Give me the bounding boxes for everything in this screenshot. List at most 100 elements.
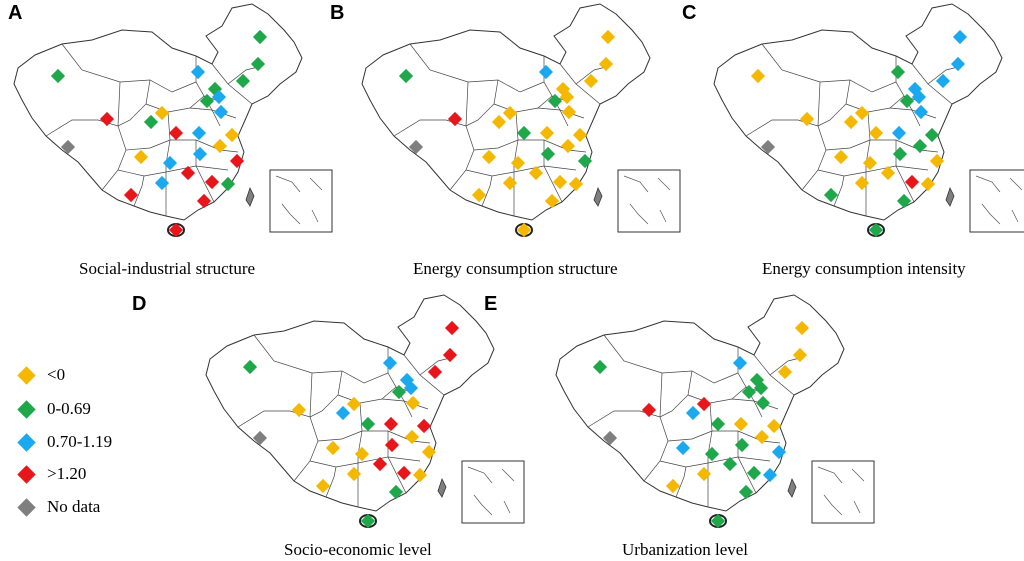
legend-swatch-no-data bbox=[17, 497, 36, 517]
province-marker bbox=[220, 176, 236, 192]
province-marker bbox=[143, 114, 159, 130]
province-marker bbox=[710, 513, 726, 529]
province-marker bbox=[516, 125, 532, 141]
province-marker bbox=[427, 364, 443, 380]
province-marker bbox=[766, 418, 782, 434]
province-marker bbox=[252, 430, 268, 446]
province-marker bbox=[843, 114, 859, 130]
province-marker bbox=[60, 139, 76, 155]
province-marker bbox=[224, 127, 240, 143]
province-marker bbox=[213, 104, 229, 120]
province-marker bbox=[755, 395, 771, 411]
province-marker bbox=[854, 105, 870, 121]
province-marker bbox=[920, 176, 936, 192]
legend-label-gt1.20: >1.20 bbox=[47, 464, 87, 483]
province-marker bbox=[168, 222, 184, 238]
map-panel-a bbox=[13, 3, 333, 238]
province-marker bbox=[896, 193, 912, 209]
province-marker bbox=[904, 174, 920, 190]
taiwan-shape bbox=[437, 477, 447, 498]
province-marker bbox=[577, 153, 593, 169]
caption-panel-d: Socio-economic level bbox=[284, 540, 432, 559]
province-marker bbox=[792, 347, 808, 363]
province-marker bbox=[471, 187, 487, 203]
province-marker bbox=[583, 73, 599, 89]
province-marker bbox=[754, 429, 770, 445]
province-marker bbox=[346, 396, 362, 412]
province-marker bbox=[123, 187, 139, 203]
legend-item-gt1.20: >1.20 bbox=[17, 464, 87, 484]
province-marker bbox=[890, 64, 906, 80]
province-marker bbox=[750, 68, 766, 84]
province-marker bbox=[547, 93, 563, 109]
taiwan-shape bbox=[593, 186, 603, 207]
province-marker bbox=[592, 359, 608, 375]
province-marker bbox=[346, 466, 362, 482]
province-marker bbox=[899, 93, 915, 109]
province-marker bbox=[868, 222, 884, 238]
province-marker bbox=[154, 175, 170, 191]
province-marker bbox=[421, 444, 437, 460]
province-marker bbox=[560, 138, 576, 154]
province-marker bbox=[391, 384, 407, 400]
south-china-sea-inset bbox=[617, 169, 681, 233]
province-marker bbox=[675, 440, 691, 456]
province-marker bbox=[913, 104, 929, 120]
legend-label-lt0: <0 bbox=[47, 365, 66, 384]
province-marker bbox=[598, 56, 614, 72]
legend-item-lt0: <0 bbox=[17, 365, 66, 385]
province-marker bbox=[242, 359, 258, 375]
map-panel-b bbox=[361, 3, 681, 238]
province-marker bbox=[704, 446, 720, 462]
province-marker bbox=[862, 155, 878, 171]
province-marker bbox=[133, 149, 149, 165]
panel-letter-e: E bbox=[484, 293, 498, 315]
province-marker bbox=[794, 320, 810, 336]
province-marker bbox=[516, 222, 532, 238]
province-marker bbox=[771, 444, 787, 460]
province-marker bbox=[777, 364, 793, 380]
legend-swatch-lt0 bbox=[17, 365, 36, 385]
province-marker bbox=[354, 446, 370, 462]
province-marker bbox=[924, 127, 940, 143]
province-marker bbox=[447, 111, 463, 127]
legend-swatch-0.70-1.19 bbox=[17, 432, 36, 452]
province-marker bbox=[538, 64, 554, 80]
province-marker bbox=[929, 153, 945, 169]
map-panel-d bbox=[205, 294, 525, 529]
province-marker bbox=[696, 466, 712, 482]
province-marker bbox=[641, 402, 657, 418]
province-marker bbox=[935, 73, 951, 89]
province-marker bbox=[383, 416, 399, 432]
south-china-sea-inset bbox=[811, 460, 875, 524]
province-marker bbox=[384, 437, 400, 453]
province-marker bbox=[190, 64, 206, 80]
legend-item-0.70-1.19: 0.70-1.19 bbox=[17, 432, 112, 452]
province-marker bbox=[502, 105, 518, 121]
province-marker bbox=[833, 149, 849, 165]
province-marker bbox=[912, 138, 928, 154]
province-marker bbox=[528, 165, 544, 181]
province-marker bbox=[382, 355, 398, 371]
province-marker bbox=[561, 104, 577, 120]
province-marker bbox=[405, 395, 421, 411]
caption-panel-c: Energy consumption intensity bbox=[762, 259, 966, 278]
province-marker bbox=[762, 467, 778, 483]
province-marker bbox=[733, 416, 749, 432]
panel-letter-b: B bbox=[330, 2, 345, 24]
province-marker bbox=[388, 484, 404, 500]
province-marker bbox=[738, 484, 754, 500]
province-marker bbox=[502, 175, 518, 191]
province-marker bbox=[403, 380, 419, 396]
province-marker bbox=[199, 93, 215, 109]
province-marker bbox=[444, 320, 460, 336]
province-marker bbox=[572, 127, 588, 143]
province-marker bbox=[911, 89, 927, 105]
province-marker bbox=[741, 384, 757, 400]
province-marker bbox=[212, 138, 228, 154]
china-outline bbox=[13, 3, 303, 221]
province-marker bbox=[868, 125, 884, 141]
province-marker bbox=[360, 513, 376, 529]
province-marker bbox=[291, 402, 307, 418]
province-marker bbox=[408, 139, 424, 155]
